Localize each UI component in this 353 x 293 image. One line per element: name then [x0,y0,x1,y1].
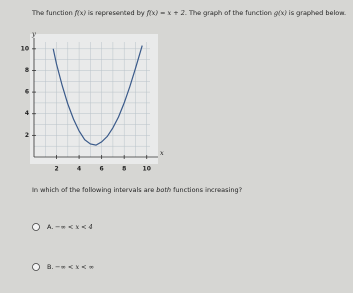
axis-label: x [160,149,164,157]
y-tick-label: 6 [25,89,29,96]
math: g(x) [274,9,287,17]
y-tick-label: 4 [25,110,29,117]
x-tick-label: 4 [77,166,81,173]
option-letter: A. [47,223,53,231]
radio[interactable] [32,263,40,271]
curve [52,45,143,146]
option[interactable]: B. −∞ < x < ∞ [32,263,95,271]
text: . The graph of the function [185,9,274,17]
x-tick-label: 8 [122,166,126,173]
graph-background [30,34,158,164]
y-tick-label: 8 [25,67,29,74]
option[interactable]: A. −∞ < x < 4 [32,223,93,231]
prompt: In which of the following intervals are … [32,186,242,194]
text: is graphed below. [287,9,346,17]
math: f(x) [74,9,87,17]
x-tick-label: 2 [54,166,58,173]
x-tick-label: 6 [100,166,104,173]
question: The function f(x) is represented by f(x)… [31,9,346,17]
x-tick-label: 10 [143,166,151,173]
math: f(x) = x + 2 [146,9,185,17]
y-tick-label: 10 [21,45,29,52]
option-letter: B. [47,263,54,271]
text: In which of the following intervals are [32,186,156,194]
graph: x y 2 4 6 8 10 2 4 6 8 10 [21,30,164,173]
axis-label: y [31,30,36,38]
text: functions increasing? [171,186,242,194]
emphasis: both [156,186,171,194]
text: is represented by [86,9,147,17]
text: The function [31,9,75,17]
y-tick-label: 2 [25,132,29,139]
option-text: −∞ < x < 4 [55,223,93,231]
radio[interactable] [32,223,40,231]
option-text: −∞ < x < ∞ [55,263,94,271]
